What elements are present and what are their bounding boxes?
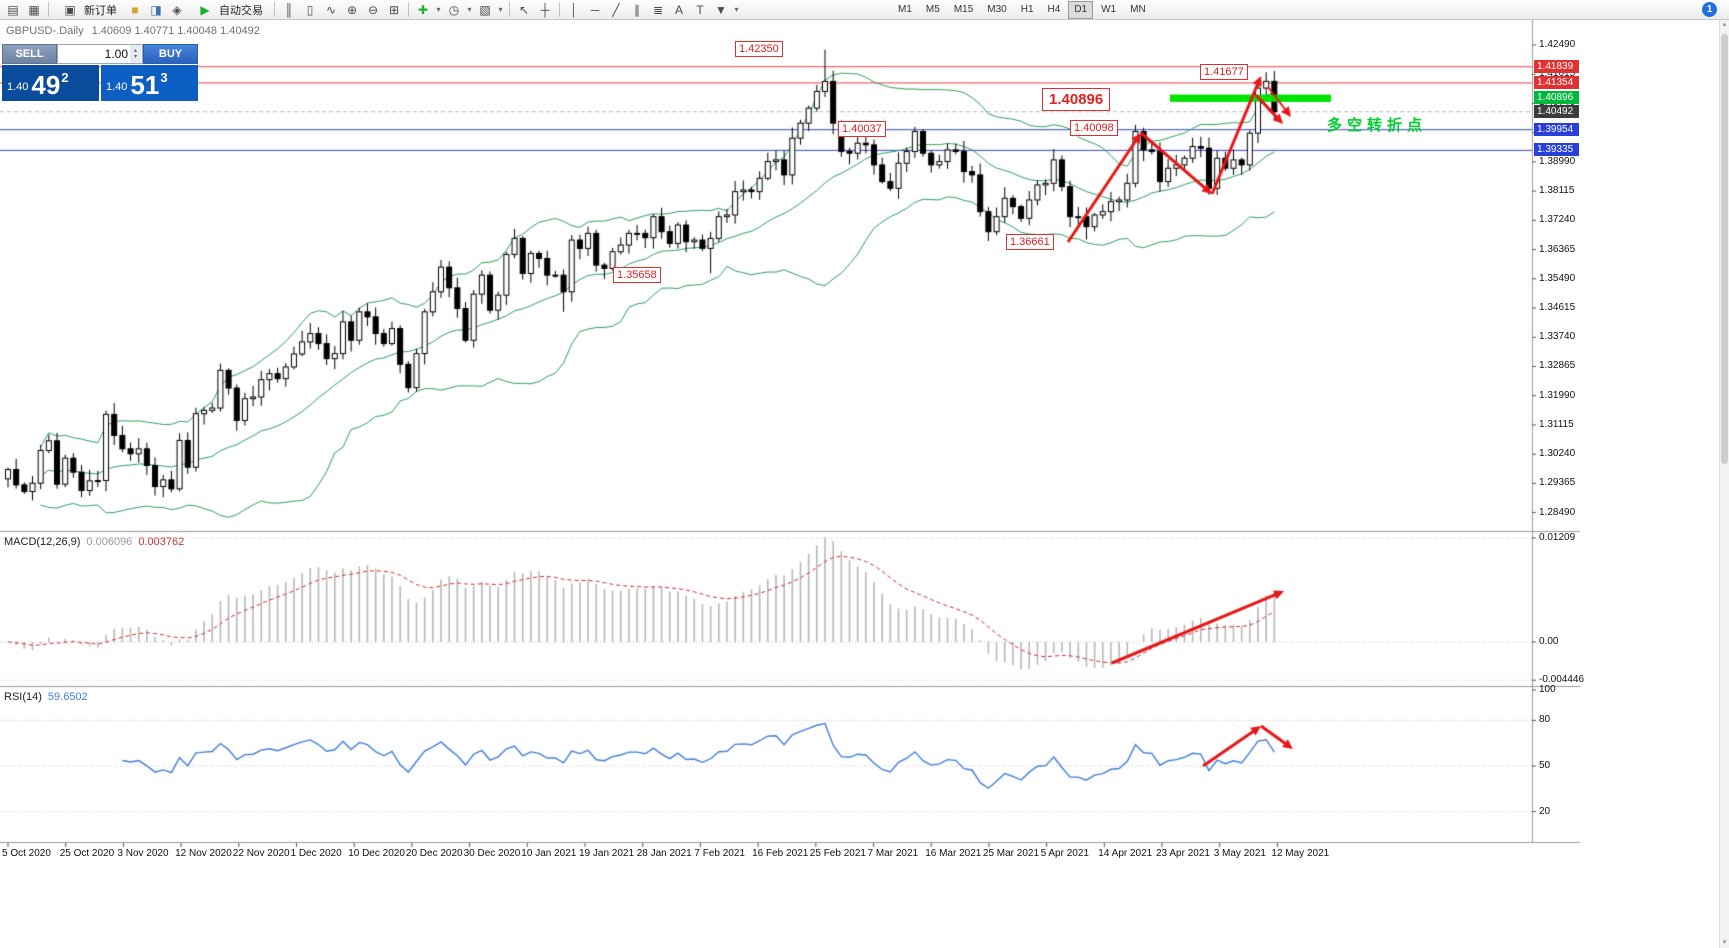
new-order-icon: ▣ xyxy=(64,2,76,17)
tf-h4[interactable]: H4 xyxy=(1047,3,1061,15)
rsi-label: RSI(14) 59.6502 xyxy=(4,691,94,703)
crosshair-icon[interactable]: ┼ xyxy=(540,2,550,17)
hline-icon[interactable]: ─ xyxy=(590,2,600,17)
price-chart-canvas[interactable] xyxy=(0,20,1580,864)
toolbar-separator xyxy=(48,2,49,17)
arrows-dropdown-icon[interactable]: ▾ xyxy=(734,5,739,14)
buy-button[interactable]: BUY xyxy=(143,44,198,64)
toolbar-separator xyxy=(408,2,409,17)
vline-icon[interactable]: │ xyxy=(570,2,578,17)
volume-spinner[interactable]: ▴ ▾ xyxy=(130,45,141,63)
macd-value-main: 0.006096 xyxy=(86,536,133,548)
volume-value[interactable]: 1.00 xyxy=(104,47,128,61)
scrollbar-thumb[interactable] xyxy=(1721,34,1728,464)
notification-badge[interactable]: 1 xyxy=(1702,2,1717,17)
buy-price-pip: 3 xyxy=(160,70,168,85)
buy-price-box[interactable]: 1.40 51 3 xyxy=(101,65,198,101)
toolbar-separator xyxy=(509,2,510,17)
navigator-icon[interactable]: ◈ xyxy=(172,2,182,17)
toolbar-separator xyxy=(559,2,560,17)
sell-price-prefix: 1.40 xyxy=(7,81,29,93)
trendline-icon[interactable]: ╱ xyxy=(612,2,620,17)
auto-trading-label: 自动交易 xyxy=(219,4,263,17)
fibonacci-icon[interactable]: ≣ xyxy=(652,2,664,17)
scroll-up-icon[interactable]: ▴ xyxy=(1722,21,1727,28)
sell-price-box[interactable]: 1.40 49 2 xyxy=(2,65,99,101)
tf-m15[interactable]: M15 xyxy=(953,3,974,15)
chart-ohlc: 1.40609 1.40771 1.40048 1.40492 xyxy=(91,25,260,37)
sell-button[interactable]: SELL xyxy=(2,44,57,64)
new-order-label: 新订单 xyxy=(84,4,117,17)
indicators-dropdown-icon[interactable]: ▾ xyxy=(436,5,441,14)
one-click-trading-panel: SELL 1.00 ▴ ▾ BUY 1.40 49 2 1.40 51 3 xyxy=(2,44,198,101)
sell-price-pip: 2 xyxy=(61,70,69,85)
vertical-scrollbar[interactable]: ▴ ▾ xyxy=(1719,20,1729,948)
buy-price-prefix: 1.40 xyxy=(106,81,128,93)
rsi-value: 59.6502 xyxy=(47,691,88,703)
periods-icon[interactable]: ◷ xyxy=(448,2,460,17)
macd-value-signal: 0.003762 xyxy=(138,536,185,548)
indicators-icon[interactable]: ✚ xyxy=(417,2,429,17)
chart-symbol-period: GBPUSD-.Daily xyxy=(6,25,84,37)
sell-price-big: 49 xyxy=(31,70,61,100)
macd-label: MACD(12,26,9) 0.006096 0.003762 xyxy=(4,536,190,548)
chart-profile-icon[interactable]: ▦ xyxy=(28,2,40,17)
tf-h1[interactable]: H1 xyxy=(1020,3,1034,15)
text-icon[interactable]: A xyxy=(674,2,683,17)
market-watch-icon[interactable]: ■ xyxy=(131,2,139,17)
macd-name: MACD(12,26,9) xyxy=(4,536,81,548)
spinner-up-icon[interactable]: ▴ xyxy=(133,48,137,54)
tf-w1[interactable]: W1 xyxy=(1101,3,1117,15)
cursor-icon[interactable]: ↖ xyxy=(518,2,530,17)
templates-icon[interactable]: ▧ xyxy=(479,2,491,17)
channel-icon[interactable]: ∥ xyxy=(634,2,640,17)
new-order-button[interactable]: ▣ 新订单 xyxy=(53,1,124,19)
tf-m5[interactable]: M5 xyxy=(925,3,940,15)
auto-trading-button[interactable]: ▶ 自动交易 xyxy=(188,1,270,19)
tf-m1[interactable]: M1 xyxy=(898,3,912,15)
candle-chart-icon[interactable]: ▯ xyxy=(306,2,314,17)
line-chart-icon[interactable]: ∿ xyxy=(325,2,337,17)
label-icon[interactable]: T xyxy=(696,2,704,17)
spinner-down-icon[interactable]: ▾ xyxy=(133,54,137,60)
tf-d1[interactable]: D1 xyxy=(1068,0,1094,19)
tf-m30[interactable]: M30 xyxy=(987,3,1007,15)
new-chart-icon[interactable]: ▤ xyxy=(7,2,19,17)
toolbar-separator xyxy=(274,2,275,17)
scroll-down-icon[interactable]: ▾ xyxy=(1722,939,1727,946)
templates-dropdown-icon[interactable]: ▾ xyxy=(498,5,503,14)
main-toolbar: ▤ ▦ ▣ 新订单 ■ ◨ ◈ ▶ 自动交易 ║ ▯ ∿ ⊕ ⊖ ⊞ ✚ ▾ ◷… xyxy=(0,0,1729,20)
trade-panel-price-row: 1.40 49 2 1.40 51 3 xyxy=(2,65,198,101)
periods-dropdown-icon[interactable]: ▾ xyxy=(467,5,472,14)
zoom-in-icon[interactable]: ⊕ xyxy=(346,2,358,17)
auto-trading-icon: ▶ xyxy=(200,2,210,17)
timeframe-toolbar: M1 M5 M15 M30 H1 H4 D1 W1 MN xyxy=(892,0,1152,19)
data-window-icon[interactable]: ◨ xyxy=(150,2,162,17)
bar-chart-icon[interactable]: ║ xyxy=(284,2,294,17)
buy-price-big: 51 xyxy=(130,70,160,100)
tf-mn[interactable]: MN xyxy=(1130,3,1146,15)
volume-field[interactable]: 1.00 ▴ ▾ xyxy=(57,44,143,64)
trade-panel-top-row: SELL 1.00 ▴ ▾ BUY xyxy=(2,44,198,64)
arrows-tool-icon[interactable]: ▼ xyxy=(715,2,727,17)
tile-windows-icon[interactable]: ⊞ xyxy=(388,2,400,17)
zoom-out-icon[interactable]: ⊖ xyxy=(367,2,379,17)
rsi-name: RSI(14) xyxy=(4,691,42,703)
chart-title: GBPUSD-.Daily 1.40609 1.40771 1.40048 1.4… xyxy=(6,25,268,37)
chart-window: GBPUSD-.Daily 1.40609 1.40771 1.40048 1.4… xyxy=(0,20,1584,864)
